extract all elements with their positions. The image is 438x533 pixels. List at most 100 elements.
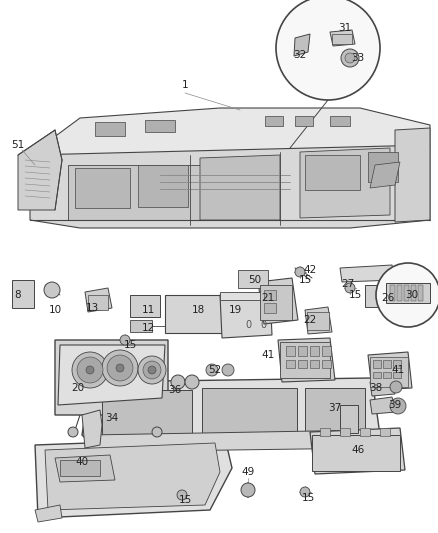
- Polygon shape: [82, 410, 102, 448]
- Bar: [319, 428, 329, 436]
- Text: 36: 36: [168, 385, 181, 395]
- Circle shape: [205, 364, 218, 376]
- Text: 38: 38: [368, 383, 382, 393]
- Polygon shape: [18, 130, 62, 210]
- Bar: [385, 283, 429, 303]
- Bar: [367, 152, 397, 182]
- Circle shape: [86, 366, 94, 374]
- Circle shape: [344, 283, 354, 293]
- Text: 15: 15: [348, 290, 361, 300]
- Bar: [309, 360, 318, 368]
- Circle shape: [143, 361, 161, 379]
- Text: 37: 37: [328, 403, 341, 413]
- Circle shape: [184, 375, 198, 389]
- Circle shape: [344, 53, 354, 63]
- Text: 12: 12: [141, 323, 154, 333]
- Bar: [306, 312, 328, 330]
- Bar: [372, 372, 380, 378]
- Bar: [145, 120, 175, 132]
- Circle shape: [68, 427, 78, 437]
- Circle shape: [294, 267, 304, 277]
- Bar: [88, 295, 108, 310]
- Bar: [263, 290, 276, 300]
- Bar: [331, 34, 351, 44]
- Polygon shape: [369, 380, 394, 396]
- Bar: [389, 285, 394, 301]
- Bar: [263, 303, 276, 313]
- Text: 42: 42: [303, 265, 316, 275]
- Bar: [403, 285, 408, 301]
- Circle shape: [152, 427, 162, 437]
- Circle shape: [148, 366, 155, 374]
- Polygon shape: [35, 438, 231, 518]
- Text: 13: 13: [85, 303, 99, 313]
- Bar: [359, 428, 369, 436]
- Text: 49: 49: [241, 467, 254, 477]
- Circle shape: [240, 483, 254, 497]
- Text: 51: 51: [11, 140, 25, 150]
- Bar: [396, 285, 401, 301]
- Bar: [382, 360, 390, 368]
- Bar: [329, 116, 349, 126]
- Text: 10: 10: [48, 305, 61, 315]
- Text: 15: 15: [298, 275, 311, 285]
- Bar: [165, 295, 223, 333]
- Circle shape: [340, 49, 358, 67]
- Circle shape: [120, 335, 130, 345]
- Bar: [410, 285, 415, 301]
- Bar: [237, 270, 267, 288]
- Bar: [201, 388, 297, 438]
- Text: 40: 40: [75, 457, 88, 467]
- Bar: [279, 342, 329, 378]
- Polygon shape: [88, 430, 374, 452]
- Bar: [130, 295, 159, 317]
- Bar: [372, 360, 380, 368]
- Polygon shape: [369, 397, 395, 414]
- Text: 21: 21: [261, 293, 274, 303]
- Bar: [60, 460, 100, 476]
- Polygon shape: [304, 307, 331, 334]
- Polygon shape: [299, 148, 389, 218]
- Bar: [364, 285, 434, 307]
- Bar: [304, 155, 359, 190]
- Polygon shape: [219, 292, 272, 338]
- Circle shape: [299, 487, 309, 497]
- Circle shape: [72, 352, 108, 388]
- Polygon shape: [369, 162, 399, 188]
- Polygon shape: [367, 352, 411, 390]
- Text: 22: 22: [303, 315, 316, 325]
- Bar: [285, 360, 294, 368]
- Text: 18: 18: [191, 305, 204, 315]
- Polygon shape: [30, 108, 429, 165]
- Bar: [130, 320, 152, 332]
- Bar: [392, 360, 400, 368]
- Circle shape: [222, 364, 233, 376]
- Text: 27: 27: [341, 279, 354, 289]
- Polygon shape: [30, 145, 429, 228]
- Circle shape: [171, 375, 184, 389]
- Bar: [297, 360, 306, 368]
- Polygon shape: [329, 30, 354, 46]
- Bar: [321, 346, 330, 356]
- Circle shape: [138, 356, 166, 384]
- Polygon shape: [394, 128, 429, 222]
- Bar: [285, 346, 294, 356]
- Circle shape: [389, 398, 405, 414]
- Text: 46: 46: [350, 445, 364, 455]
- Polygon shape: [68, 165, 200, 220]
- Text: 52: 52: [208, 365, 221, 375]
- Bar: [297, 346, 306, 356]
- Polygon shape: [293, 34, 309, 56]
- Text: 20: 20: [71, 383, 85, 393]
- Circle shape: [102, 350, 138, 386]
- Circle shape: [177, 490, 187, 500]
- Polygon shape: [55, 340, 168, 415]
- Bar: [417, 285, 422, 301]
- Text: 15: 15: [301, 493, 314, 503]
- Polygon shape: [219, 292, 269, 300]
- Circle shape: [389, 381, 401, 393]
- Circle shape: [276, 0, 379, 100]
- Text: 33: 33: [350, 53, 364, 63]
- Polygon shape: [55, 455, 115, 482]
- Text: 41: 41: [391, 365, 404, 375]
